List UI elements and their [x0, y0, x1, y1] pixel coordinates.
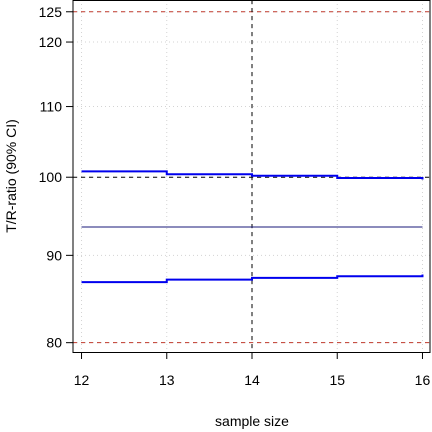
ci-limit-series-2 — [81, 274, 424, 284]
x-axis: 12 13 14 15 16 — [74, 352, 431, 388]
y-tick-label-120: 120 — [39, 34, 63, 50]
y-tick-label-110: 110 — [40, 99, 63, 115]
x-tick-label-15: 15 — [329, 372, 345, 388]
x-tick-label-14: 14 — [244, 372, 260, 388]
x-tick-label-16: 16 — [415, 372, 431, 388]
ci-limit-series-1 — [81, 170, 424, 180]
y-tick-label-80: 80 — [46, 335, 62, 351]
y-tick-label-100: 100 — [39, 169, 63, 185]
y-tick-label-125: 125 — [39, 4, 63, 20]
series-group — [81, 170, 424, 284]
y-axis: 80 90 100 110 120 125 — [39, 4, 73, 351]
x-axis-label: sample size — [215, 413, 289, 429]
y-axis-label: T/R-ratio (90% CI) — [3, 119, 19, 233]
y-tick-label-90: 90 — [46, 247, 62, 263]
x-tick-label-13: 13 — [159, 372, 175, 388]
x-tick-label-12: 12 — [74, 372, 90, 388]
